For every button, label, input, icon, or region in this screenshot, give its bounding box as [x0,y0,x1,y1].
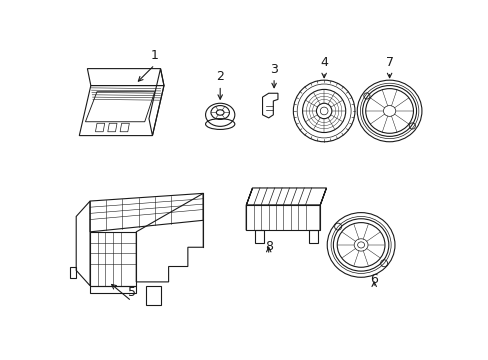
Text: 2: 2 [216,70,224,83]
Text: 5: 5 [127,286,135,299]
Text: 6: 6 [369,273,377,286]
Text: 3: 3 [269,63,278,76]
Text: 7: 7 [385,57,393,69]
Text: 4: 4 [320,57,327,69]
Text: 8: 8 [264,240,272,253]
Text: 1: 1 [150,49,159,62]
